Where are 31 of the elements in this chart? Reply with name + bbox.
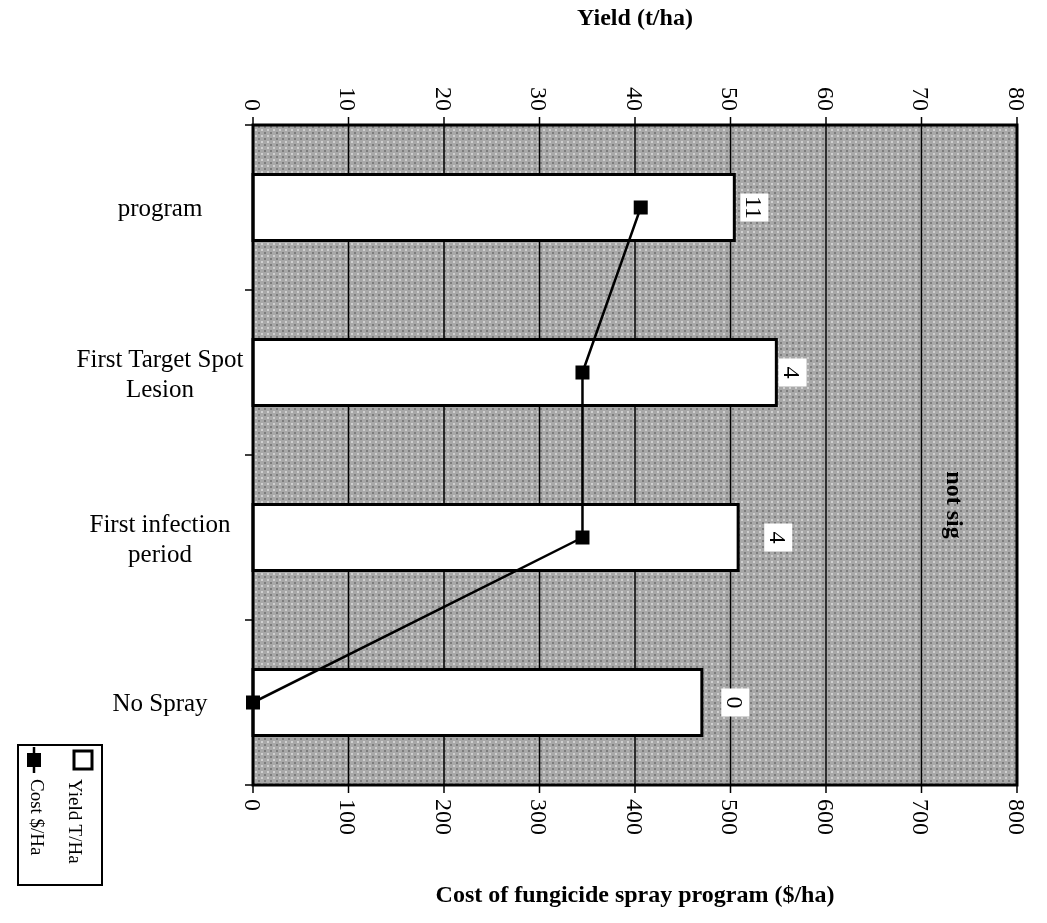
y-tick-label: program xyxy=(117,193,203,221)
x-tick-label: 400 xyxy=(621,799,648,835)
x-tick-label: 0 xyxy=(239,799,266,811)
x2-tick-label: 10 xyxy=(335,87,362,111)
x-tick-label: 100 xyxy=(335,799,362,835)
legend-label: Cost $/Ha xyxy=(26,779,48,857)
x2-tick-label: 70 xyxy=(908,87,935,111)
legend-label: Yield T/Ha xyxy=(64,779,86,865)
x-tick-label: 800 xyxy=(1003,799,1030,835)
x2-tick-label: 60 xyxy=(812,87,839,111)
x2-tick-label: 0 xyxy=(239,99,266,111)
y-tick-label: No Spray xyxy=(112,688,209,716)
x-tick-label: 300 xyxy=(526,799,553,835)
x-tick-label: 200 xyxy=(430,799,457,835)
annotation: not sig xyxy=(941,471,968,539)
x-axis-title: Cost of fungicide spray program ($/ha) xyxy=(435,881,835,907)
x2-tick-label: 30 xyxy=(526,87,553,111)
x2-axis-title: Yield (t/ha) xyxy=(577,4,693,30)
x2-tick-label: 20 xyxy=(430,87,457,111)
annotation: 0 xyxy=(721,696,748,709)
x2-tick-label: 50 xyxy=(717,87,744,111)
x2-tick-label: 40 xyxy=(621,87,648,111)
x2-tick-label: 80 xyxy=(1003,87,1030,111)
annotation: 4 xyxy=(779,366,806,379)
y-tick-label: First Target Spot Lesion xyxy=(76,344,244,402)
annotation: 11 xyxy=(740,195,767,220)
x-tick-label: 500 xyxy=(717,799,744,835)
x-tick-label: 600 xyxy=(812,799,839,835)
annotation: 4 xyxy=(764,531,791,544)
y-tick-label: First infection period xyxy=(89,509,231,567)
x-tick-label: 700 xyxy=(908,799,935,835)
